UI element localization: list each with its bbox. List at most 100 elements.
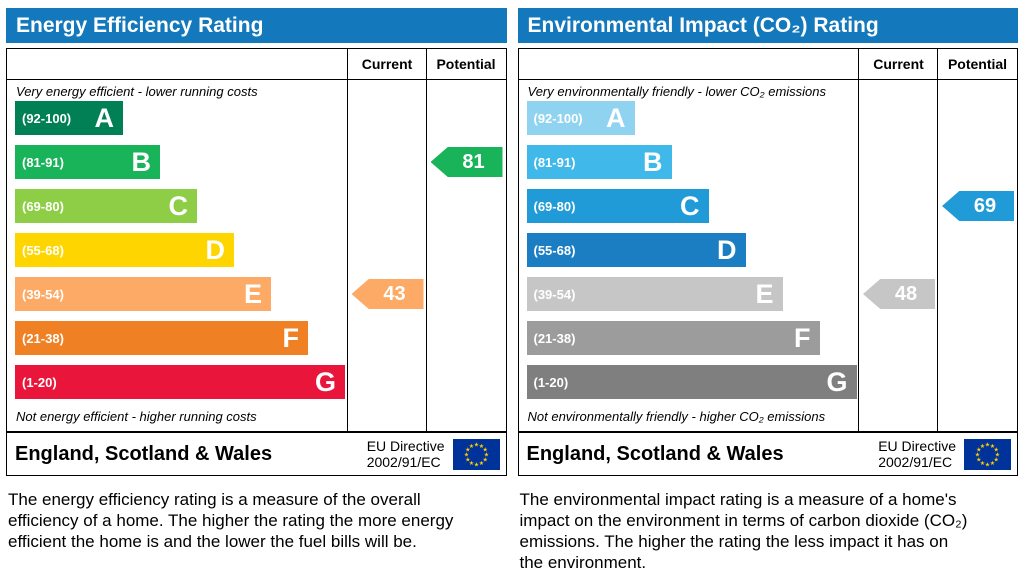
current-column-header: Current	[361, 56, 413, 72]
band-a: (92-100) A	[526, 101, 635, 135]
band-range: (92-100)	[533, 110, 583, 126]
header-row-divider	[518, 79, 1017, 80]
band-letter: E	[243, 278, 262, 309]
rating-bands: (92-100) A (81-91) B (69-80) C (55-68) D…	[15, 101, 345, 409]
top-note: Very environmentally friendly - lower CO…	[527, 84, 827, 99]
energy-efficiency-panel: Energy Efficiency Rating Current Potenti…	[6, 8, 507, 573]
band-b: (81-91) B	[526, 145, 672, 179]
svg-text:★: ★	[976, 446, 981, 453]
environmental-impact-chart: Current Potential Very environmentally f…	[517, 48, 1018, 432]
band-range: (55-68)	[22, 242, 64, 258]
svg-text:★: ★	[468, 442, 473, 449]
band-g: (1-20) G	[15, 365, 345, 399]
svg-text:★: ★	[482, 456, 487, 463]
current-rating-value: 43	[383, 282, 406, 305]
band-range: (39-54)	[533, 286, 576, 302]
band-e: (39-54) E	[526, 277, 783, 311]
band-range: (39-54)	[22, 286, 64, 302]
potential-column-header: Potential	[436, 56, 496, 72]
bottom-note: Not energy efficient - higher running co…	[16, 409, 257, 424]
svg-text:★: ★	[483, 451, 488, 458]
band-range: (1-20)	[533, 374, 569, 390]
svg-text:★: ★	[995, 451, 1000, 458]
svg-text:★: ★	[478, 460, 483, 467]
svg-text:★: ★	[473, 441, 478, 448]
environmental-impact-header: Environmental Impact (CO₂) Rating	[517, 8, 1018, 43]
chart-footer: England, Scotland & Wales EU Directive 2…	[517, 432, 1018, 476]
band-letter: F	[282, 322, 300, 353]
eu-directive-line2: 2002/91/EC	[366, 454, 441, 470]
top-note: Very energy efficient - lower running co…	[16, 84, 258, 99]
band-letter: C	[168, 190, 189, 221]
eu-flag-icon: ★ ★★ ★★★ ★★★ ★★★	[964, 438, 1011, 470]
band-range: (69-80)	[533, 198, 576, 214]
potential-rating-value: 81	[462, 150, 485, 173]
current-rating-value: 48	[894, 282, 918, 305]
svg-text:★: ★	[473, 461, 478, 468]
column-divider	[937, 49, 938, 431]
svg-text:★: ★	[478, 442, 483, 449]
current-rating-arrow: 48	[863, 279, 935, 309]
energy-efficiency-chart: Current Potential Very energy efficient …	[6, 48, 507, 432]
band-b: (81-91) B	[15, 145, 160, 179]
band-d: (55-68) D	[526, 233, 746, 267]
eu-directive-line1: EU Directive	[878, 437, 956, 454]
potential-rating-arrow: 69	[942, 191, 1014, 221]
current-column-header: Current	[873, 56, 924, 72]
header-row-divider	[7, 79, 506, 80]
band-letter: G	[314, 366, 336, 397]
band-letter: D	[717, 234, 737, 265]
band-letter: A	[94, 102, 115, 133]
svg-text:★: ★	[980, 460, 985, 467]
region-label: England, Scotland & Wales	[15, 442, 273, 465]
column-divider	[858, 49, 859, 431]
band-letter: D	[205, 234, 226, 265]
svg-text:★: ★	[465, 446, 470, 453]
band-range: (21-38)	[533, 330, 576, 346]
band-g: (1-20) G	[526, 365, 857, 399]
rating-bands: (92-100) A (81-91) B (69-80) C (55-68) D…	[526, 101, 857, 409]
svg-text:★: ★	[976, 456, 981, 463]
svg-text:★: ★	[994, 446, 999, 453]
svg-text:★: ★	[994, 456, 999, 463]
band-range: (81-91)	[533, 154, 576, 170]
current-rating-arrow: 43	[351, 279, 424, 309]
band-range: (21-38)	[22, 330, 64, 346]
band-range: (81-91)	[22, 154, 64, 170]
band-d: (55-68) D	[15, 233, 234, 267]
svg-text:★: ★	[482, 446, 487, 453]
band-f: (21-38) F	[15, 321, 308, 355]
band-letter: B	[643, 146, 663, 177]
band-c: (69-80) C	[526, 189, 709, 223]
environmental-impact-description: The environmental impact rating is a mea…	[519, 490, 968, 573]
band-letter: A	[606, 102, 626, 133]
potential-rating-value: 69	[973, 194, 997, 217]
band-range: (55-68)	[533, 242, 576, 258]
band-f: (21-38) F	[526, 321, 820, 355]
band-letter: G	[826, 366, 848, 397]
chart-footer: England, Scotland & Wales EU Directive 2…	[6, 432, 507, 476]
svg-text:★: ★	[990, 442, 995, 449]
eu-directive-label: EU Directive 2002/91/EC	[878, 438, 956, 470]
band-range: (92-100)	[22, 110, 72, 126]
band-letter: F	[794, 322, 811, 353]
energy-efficiency-header: Energy Efficiency Rating	[6, 8, 507, 43]
band-e: (39-54) E	[15, 277, 271, 311]
environmental-impact-panel: Environmental Impact (CO₂) Rating Curren…	[517, 8, 1018, 573]
band-letter: C	[680, 190, 700, 221]
svg-text:★: ★	[990, 460, 995, 467]
eu-directive-line2: 2002/91/EC	[878, 454, 953, 470]
band-a: (92-100) A	[15, 101, 123, 135]
eu-flag-icon: ★ ★★ ★★★ ★★★ ★★★	[452, 438, 500, 470]
band-letter: E	[755, 278, 774, 309]
potential-column-header: Potential	[947, 56, 1008, 72]
svg-text:★: ★	[465, 456, 470, 463]
bottom-note: Not environmentally friendly - higher CO…	[527, 409, 826, 424]
panel-title: Environmental Impact (CO₂) Rating	[527, 14, 879, 37]
svg-text:★: ★	[975, 451, 980, 458]
svg-text:★: ★	[985, 461, 990, 468]
band-letter: B	[131, 146, 152, 177]
region-label: England, Scotland & Wales	[526, 442, 784, 465]
svg-text:★: ★	[980, 442, 985, 449]
